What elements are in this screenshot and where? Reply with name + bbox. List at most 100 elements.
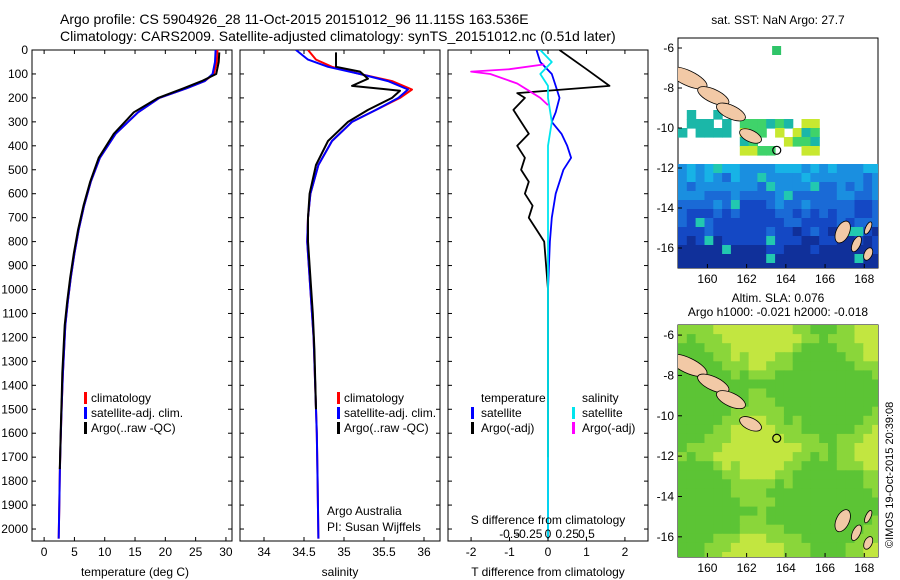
map-cell [810, 479, 820, 489]
map-cell [766, 552, 776, 557]
map-cell [863, 388, 873, 399]
map-cell [739, 236, 750, 246]
map-cell [819, 461, 829, 471]
series-line-argo-raw-qc- [307, 52, 401, 410]
map-cell [686, 424, 697, 435]
legend-title-salinity: salinity [582, 391, 619, 405]
map-cell [695, 236, 705, 246]
map-cell [828, 325, 838, 335]
map-cell [695, 415, 705, 426]
map-cell [766, 542, 776, 553]
map-cell [792, 379, 803, 390]
map-cell [828, 443, 838, 453]
map-cell [678, 128, 688, 138]
map-cell [845, 415, 855, 426]
x-tick-label: 35 [337, 545, 351, 559]
map-cell [819, 406, 829, 417]
map-cell [713, 533, 723, 544]
map-cell [836, 443, 847, 453]
map-cell [713, 415, 723, 426]
map-cell [722, 191, 732, 201]
map-cell [722, 433, 732, 444]
map-cell [783, 433, 794, 444]
map-cell [766, 173, 776, 183]
map-cell [678, 173, 688, 183]
map-cell [766, 191, 776, 201]
map-cell [695, 479, 705, 489]
s-tick-label: -0.25 [515, 527, 543, 541]
map-cell [686, 506, 697, 517]
map-cell [828, 533, 838, 544]
s-tick-label: 0.5 [578, 527, 595, 541]
island [739, 128, 762, 144]
map-cell [845, 182, 855, 192]
map-cell [678, 524, 688, 535]
map-cell [845, 497, 855, 508]
map-cell [819, 552, 829, 557]
map-cell [792, 424, 803, 435]
map-cell [695, 325, 705, 335]
map-cell [828, 379, 838, 390]
island [834, 509, 851, 533]
map-cell [704, 128, 714, 138]
map-cell [775, 361, 785, 371]
map-cell [819, 415, 829, 426]
map-cell [783, 209, 794, 219]
map-cell [872, 515, 878, 526]
map-cell [783, 424, 794, 435]
map-cell [828, 343, 838, 353]
map-cell [704, 488, 714, 499]
map-cell [722, 533, 732, 544]
map-cell [845, 218, 855, 228]
map-cell [854, 461, 864, 471]
island [864, 510, 873, 524]
map-cell [872, 200, 878, 210]
map-cell [757, 443, 767, 453]
x-tick-label: 36 [417, 545, 431, 559]
map-cell [766, 470, 776, 480]
map-cell [819, 227, 829, 237]
x-tick-label: 35.5 [372, 545, 396, 559]
map-cell [704, 452, 714, 462]
map-cell [695, 352, 705, 362]
map-cell [872, 361, 878, 371]
x-tick-label: 34.5 [292, 545, 316, 559]
map-cell [792, 533, 803, 544]
map-cell [722, 488, 732, 499]
map-cell [748, 343, 758, 353]
map-cell [713, 424, 723, 435]
map-cell [810, 388, 820, 399]
map-cell [739, 388, 750, 399]
map-cell [748, 146, 758, 156]
map-cell [783, 245, 794, 255]
map-cell [845, 334, 855, 344]
map-cell [775, 164, 785, 174]
map-cell [863, 209, 873, 219]
map-cell [739, 552, 750, 557]
map-cell [872, 479, 878, 489]
map-cell [757, 379, 767, 390]
map-cell [792, 461, 803, 471]
map-cell [792, 370, 803, 381]
map-cell [775, 334, 785, 344]
map-cell [757, 533, 767, 544]
map-cell [854, 488, 864, 499]
map-cell [678, 552, 688, 557]
map-cell [730, 200, 741, 210]
map-cell [810, 209, 820, 219]
map-cell [845, 173, 855, 183]
map-cell [801, 164, 811, 174]
map-cell [863, 461, 873, 471]
map-y-tick-label: -10 [657, 121, 675, 135]
map-cell [863, 263, 873, 268]
map-cell [722, 119, 732, 129]
map-cell [801, 173, 811, 183]
map-cell [872, 424, 878, 435]
map-cell [730, 263, 741, 268]
map-cell [854, 452, 864, 462]
island [739, 416, 762, 432]
map-cell [704, 524, 714, 535]
map-cell [757, 218, 767, 228]
map-cell [748, 370, 758, 381]
map-cell [686, 406, 697, 417]
